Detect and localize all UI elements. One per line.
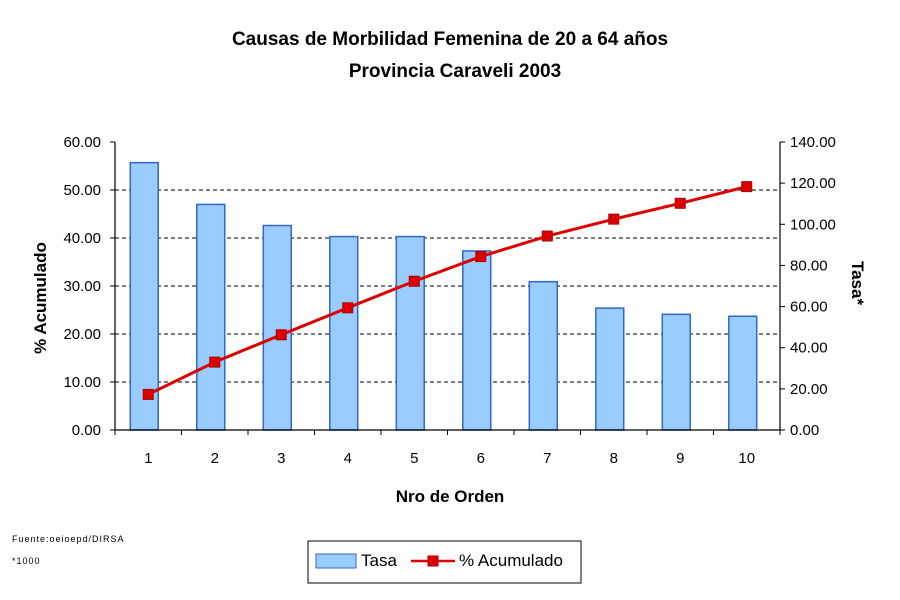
point-acumulado-3 [275,329,287,341]
right-axis-ticks: 0.00 20.00 40.00 60.00 80.00 100.00 120.00 140.… [780,134,836,439]
point-acumulado-4 [342,302,354,314]
x-tick-label: 4 [344,450,352,467]
bar-tasa-9 [661,313,691,431]
right-tick-label: 80.00 [790,257,828,274]
point-acumulado-6 [475,251,487,263]
x-tick-label: 6 [477,450,485,467]
right-tick-label: 60.00 [790,299,828,316]
bar-series-tasa [129,161,758,431]
chart-subtitle: Provincia Caraveli 2003 [349,61,561,82]
line-series-acumulado [142,181,753,400]
point-acumulado-7 [541,230,553,242]
bar-tasa-7 [528,280,558,431]
source-note: Fuente:oeioepd/DIRSA [12,534,125,544]
point-acumulado-8 [608,213,620,225]
left-tick-label: 0.00 [72,422,101,439]
left-tick-label: 60.00 [63,134,101,151]
right-tick-label: 0.00 [790,422,819,439]
line-acumulado-path [147,185,748,396]
legend-acumulado-marker [427,555,439,567]
right-tick-label: 140.00 [790,134,836,151]
right-axis-label: Tasa* [848,261,867,305]
bar-tasa-6 [462,250,492,431]
x-tick-label: 2 [211,450,219,467]
left-tick-label: 30.00 [63,278,101,295]
legend-acumulado-label: % Acumulado [459,551,563,570]
footnote: *1000 [12,556,41,566]
bar-tasa-2 [196,203,226,431]
legend-tasa-swatch [315,553,357,569]
bar-tasa-5 [395,235,425,431]
right-tick-label: 40.00 [790,340,828,357]
point-acumulado-5 [408,275,420,287]
left-axis-ticks: 0.00 10.00 20.00 30.00 40.00 50.00 60.00 [63,134,115,439]
x-tick-label: 1 [144,450,152,467]
x-tick-label: 5 [410,450,418,467]
x-axis-ticks: 1 2 3 4 5 6 7 8 9 10 [114,430,781,467]
chart-title: Causas de Morbilidad Femenina de 20 a 64… [232,29,668,50]
bar-tasa-3 [262,224,292,431]
bar-tasa-4 [329,235,359,431]
point-acumulado-2 [209,356,221,368]
left-tick-label: 40.00 [63,230,101,247]
left-axis-label: % Acumulado [31,242,50,354]
x-axis-label: Nro de Orden [396,487,505,506]
bar-tasa-10 [728,315,758,431]
right-tick-label: 20.00 [790,381,828,398]
left-tick-label: 10.00 [63,374,101,391]
x-tick-label: 7 [543,450,551,467]
x-tick-label: 3 [277,450,285,467]
right-tick-label: 120.00 [790,175,836,192]
point-acumulado-10 [741,181,753,193]
point-acumulado-9 [674,197,686,209]
legend: Tasa % Acumulado [307,540,582,584]
bar-tasa-8 [595,307,625,431]
x-tick-label: 10 [738,450,755,467]
point-acumulado-1 [142,388,154,400]
left-tick-label: 20.00 [63,326,101,343]
legend-tasa-label: Tasa [361,551,397,570]
x-tick-label: 8 [610,450,618,467]
bar-tasa-1 [129,161,159,431]
left-tick-label: 50.00 [63,182,101,199]
x-tick-label: 9 [676,450,684,467]
right-tick-label: 100.00 [790,216,836,233]
